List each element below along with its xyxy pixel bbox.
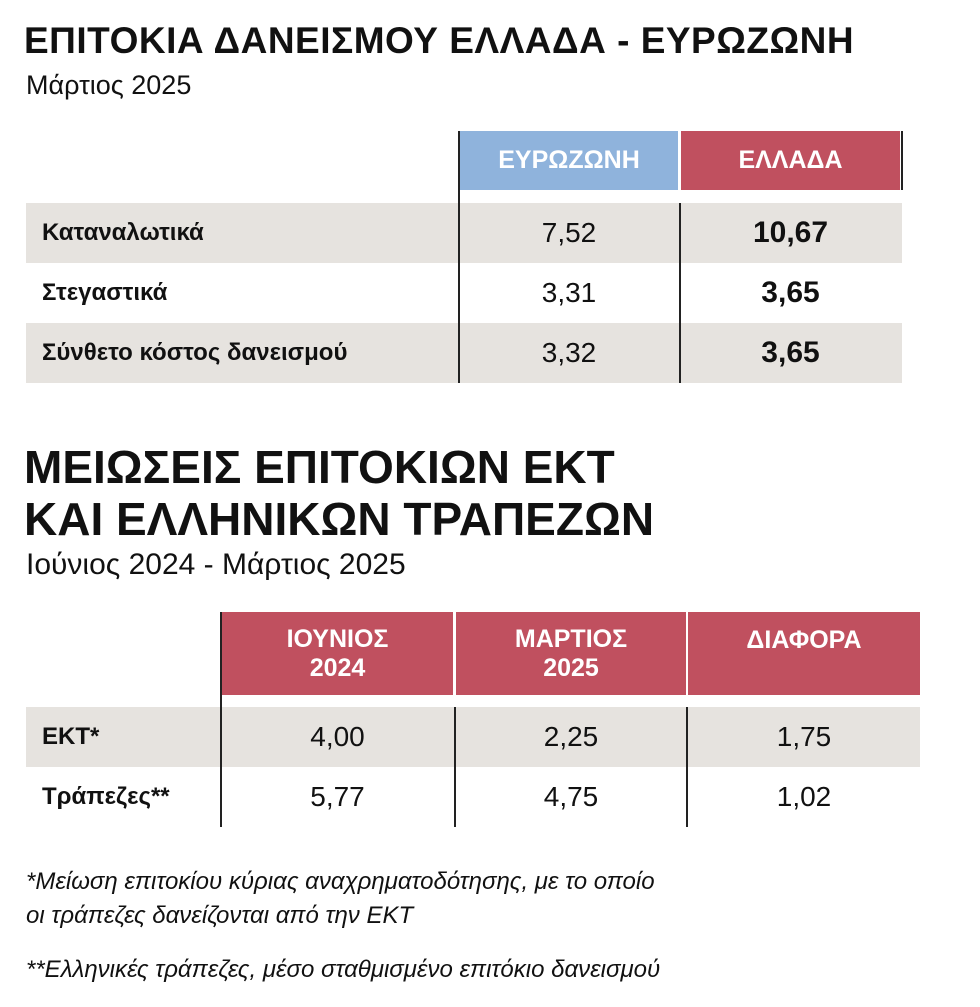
cell-value: 10,67 (752, 216, 829, 249)
column-header: ΕΥΡΩΖΩΝΗ (460, 131, 678, 190)
cell-value: 4,00 (310, 721, 365, 752)
divider (686, 707, 688, 827)
header-text: ΕΛΛΑΔΑ (738, 146, 843, 174)
title: ΕΠΙΤΟΚΙΑ ΔΑΝΕΙΣΜΟΥ ΕΛΛΑΔΑ - ΕΥΡΩΖΩΝΗ (24, 20, 855, 61)
row-label: Σύνθετο κόστος δανεισμού (42, 339, 348, 366)
cell-value: 3,32 (541, 337, 597, 368)
column-header: ΕΛΛΑΔΑ (681, 131, 900, 190)
column-header: ΔΙΑΦΟΡΑ (688, 612, 920, 695)
cell-value: 3,65 (761, 276, 820, 309)
divider (220, 612, 222, 827)
cell-value: 1,02 (776, 781, 832, 812)
row-band (26, 203, 902, 263)
footnote: **Ελληνικές τράπεζες, μέσο σταθμισμένο ε… (26, 956, 661, 983)
header-text: ΙΟΥΝΙΟΣ (286, 624, 389, 653)
row-label: ΕΚΤ* (42, 723, 100, 750)
header-text: 2024 (309, 653, 366, 682)
row-label: Καταναλωτικά (42, 219, 204, 246)
header-text: ΔΙΑΦΟΡΑ (746, 626, 862, 654)
cell-value: 3,65 (761, 336, 820, 369)
header-text: ΜΑΡΤΙΟΣ (514, 624, 628, 653)
row-band (26, 707, 920, 767)
divider (458, 131, 460, 383)
cell-value: 5,77 (310, 781, 365, 812)
row-label: Στεγαστικά (42, 279, 168, 306)
footnote: οι τράπεζες δανείζονται από την ΕΚΤ (26, 902, 414, 929)
column-header: ΜΑΡΤΙΟΣ 2025 (456, 612, 686, 695)
cell-value: 3,31 (541, 277, 597, 308)
cell-value: 1,75 (776, 721, 832, 752)
cell-value: 4,75 (543, 781, 599, 812)
column-header: ΙΟΥΝΙΟΣ 2024 (222, 612, 453, 695)
divider (454, 707, 456, 827)
subtitle: Μάρτιος 2025 (26, 70, 192, 100)
header-text: 2025 (543, 653, 599, 682)
header-text: ΕΥΡΩΖΩΝΗ (498, 146, 640, 174)
row-band (26, 323, 902, 383)
divider (679, 203, 681, 383)
title: ΚΑΙ ΕΛΛΗΝΙΚΩΝ ΤΡΑΠΕΖΩΝ (24, 493, 655, 545)
row-label: Τράπεζες** (42, 783, 170, 810)
subtitle: Ιούνιος 2024 - Μάρτιος 2025 (26, 548, 406, 581)
cell-value: 7,52 (541, 217, 597, 248)
footnote: *Μείωση επιτοκίου κύριας αναχρηματοδότησ… (26, 868, 655, 895)
divider (901, 131, 903, 190)
cell-value: 2,25 (543, 721, 599, 752)
title: ΜΕΙΩΣΕΙΣ ΕΠΙΤΟΚΙΩΝ ΕΚΤ (24, 441, 615, 493)
